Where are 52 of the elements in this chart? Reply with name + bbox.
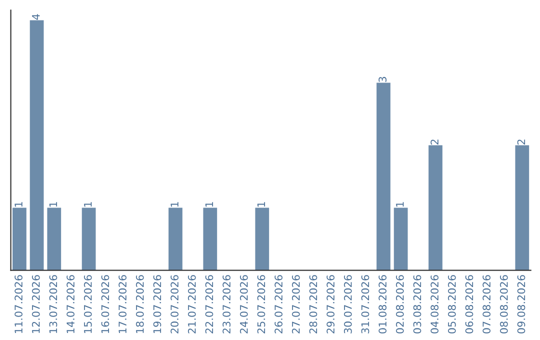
data-label: 1 [396,202,404,207]
x-tick-label: 05.08.2026 [448,275,456,334]
x-tick-label: 31.07.2026 [361,275,370,334]
bar [376,82,390,270]
x-tick-label: 18.07.2026 [136,275,144,333]
bar [12,208,26,270]
x-tick-label: 02.08.2026 [396,275,404,334]
x-tick-label: 29.07.2026 [326,275,334,334]
bar [30,20,44,270]
x-tick-label: 03.08.2026 [413,275,422,334]
x-tick-label: 13.07.2026 [49,275,58,333]
x-tick-label: 24.07.2026 [240,275,248,334]
data-label: 2 [517,140,526,144]
x-tick-label: 20.07.2026 [170,275,178,334]
x-tick-label: 22.07.2026 [205,275,214,334]
bar [428,145,442,270]
x-tick-label: 08.08.2026 [500,275,508,334]
x-tick-label: 27.07.2026 [292,275,300,334]
data-label: 1 [205,202,214,207]
x-tick-label: 26.07.2026 [274,275,282,334]
data-label: 1 [84,202,92,207]
x-tick-label: 16.07.2026 [101,275,110,333]
x-tick-label: 14.07.2026 [66,275,74,333]
data-label: 1 [49,202,58,207]
data-label: 2 [430,140,438,144]
x-tick-label: 19.07.2026 [153,275,162,333]
x-tick-label: 04.08.2026 [430,275,439,334]
data-label: 1 [170,202,178,207]
x-tick-label: 12.07.2026 [32,275,40,333]
x-tick-label: 30.07.2026 [344,275,352,334]
x-tick-label: 11.07.2026 [14,275,22,333]
x-tick-label: 07.08.2026 [482,275,491,334]
x-tick-label: 21.07.2026 [188,275,196,334]
bar [82,208,96,270]
x-tick-label: 15.07.2026 [84,275,92,333]
x-tick-label: 25.07.2026 [257,275,266,334]
bar [47,208,62,270]
bar [394,208,408,270]
x-tick-label: 06.08.2026 [465,275,474,334]
bar [515,145,530,270]
data-label: 3 [378,76,387,82]
x-tick-label: 17.07.2026 [118,275,126,333]
x-tick-label: 01.08.2026 [378,275,387,334]
data-label: 1 [257,202,266,207]
x-tick-label: 28.07.2026 [309,275,318,334]
x-tick-label: 09.08.2026 [517,275,526,334]
bar [168,208,182,270]
data-label: 1 [14,202,22,207]
data-label: 4 [32,14,40,20]
bar [203,208,218,270]
x-tick-label: 23.07.2026 [222,275,230,334]
bar [255,208,270,270]
